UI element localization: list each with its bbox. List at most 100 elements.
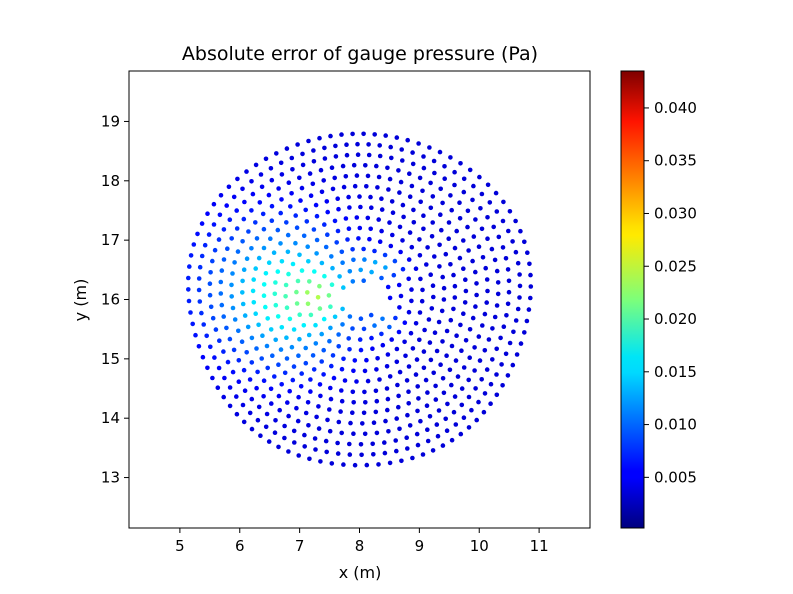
scatter-point	[332, 314, 338, 320]
scatter-point	[388, 144, 394, 150]
scatter-point	[289, 191, 294, 196]
scatter-point	[375, 185, 380, 190]
scatter-point	[227, 217, 233, 222]
scatter-point	[188, 310, 193, 315]
scatter-point	[215, 385, 221, 391]
scatter-point	[428, 272, 434, 278]
scatter-point	[286, 449, 291, 454]
scatter-point	[379, 207, 385, 212]
scatter-point	[186, 275, 191, 281]
scatter-point	[438, 212, 443, 217]
scatter-point	[480, 323, 485, 328]
scatter-point	[515, 306, 521, 312]
scatter-point	[421, 165, 427, 171]
scatter-point	[303, 410, 309, 416]
scatter-point	[377, 153, 383, 159]
scatter-point	[269, 401, 274, 406]
scatter-point	[266, 260, 272, 266]
scatter-point	[240, 290, 245, 295]
colorbar-axis: 0.005 0.010 0.015 0.020 0.025 0.030 0.035 0.040	[644, 99, 697, 486]
scatter-point	[296, 394, 301, 400]
scatter-point	[463, 277, 468, 283]
scatter-point	[469, 407, 474, 413]
scatter-point	[473, 217, 478, 222]
scatter-point	[361, 131, 366, 137]
scatter-point	[294, 289, 299, 295]
scatter-point	[207, 292, 213, 298]
scatter-point	[241, 419, 247, 425]
scatter-point	[372, 132, 378, 137]
scatter-point	[410, 455, 415, 461]
scatter-point	[503, 255, 509, 261]
scatter-point	[432, 170, 437, 176]
scatter-point	[219, 302, 225, 308]
scatter-point	[311, 367, 317, 372]
scatter-point	[407, 230, 413, 235]
scatter-point	[413, 266, 419, 272]
scatter-point	[224, 325, 229, 331]
scatter-point	[473, 386, 478, 391]
scatter-point	[297, 175, 302, 181]
scatter-point	[446, 220, 452, 225]
scatter-point	[425, 245, 430, 250]
scatter-point	[242, 313, 248, 318]
scatter-point	[245, 324, 251, 330]
scatter-point	[361, 326, 367, 332]
scatter-point	[505, 301, 511, 307]
scatter-point	[457, 255, 463, 261]
scatter-point	[473, 269, 478, 275]
scatter-point	[283, 294, 288, 299]
scatter-point	[454, 228, 460, 234]
scatter-point	[484, 300, 490, 305]
scatter-point	[501, 324, 507, 330]
scatter-point	[338, 409, 343, 414]
scatter-point	[417, 310, 423, 315]
scatter-point	[354, 215, 360, 220]
scatter-point	[265, 316, 271, 321]
scatter-point	[346, 226, 352, 231]
scatter-point	[494, 392, 500, 398]
scatter-point	[325, 209, 331, 215]
scatter-point	[293, 213, 299, 218]
scatter-point	[327, 428, 333, 434]
scatter-point	[461, 266, 466, 272]
scatter-point	[241, 267, 247, 273]
scatter-point	[350, 326, 355, 331]
scatter-point	[225, 359, 231, 365]
scatter-point	[242, 199, 247, 205]
scatter-point	[528, 272, 533, 278]
scatter-point	[459, 386, 465, 391]
scatter-point	[232, 317, 238, 322]
scatter-point	[405, 412, 410, 418]
scatter-point	[461, 311, 466, 317]
scatter-point	[418, 199, 424, 205]
chart-title: Absolute error of gauge pressure (Pa)	[182, 43, 538, 65]
scatter-point	[231, 194, 237, 200]
scatter-point	[376, 217, 382, 222]
scatter-point	[216, 365, 222, 371]
scatter-point	[385, 396, 391, 402]
x-axis-label: x (m)	[339, 563, 382, 582]
scatter-point	[247, 377, 253, 382]
scatter-point	[478, 206, 483, 211]
scatter-point	[313, 447, 318, 452]
scatter-point	[449, 382, 454, 388]
scatter-point	[269, 203, 275, 209]
scatter-point	[336, 344, 342, 349]
scatter-point	[335, 451, 341, 456]
scatter-point	[491, 224, 497, 230]
scatter-point	[235, 176, 240, 182]
scatter-point	[322, 156, 328, 161]
scatter-point	[526, 307, 532, 312]
scatter-point	[288, 204, 293, 209]
scatter-point	[361, 246, 366, 252]
scatter-point	[397, 190, 402, 195]
scatter-point	[341, 285, 346, 290]
scatter-point	[528, 284, 534, 289]
scatter-point	[430, 220, 436, 225]
scatter-point	[275, 314, 281, 319]
scatter-point	[403, 353, 408, 359]
scatter-point	[387, 295, 393, 301]
scatter-point	[352, 462, 358, 468]
scatter-point	[440, 200, 445, 206]
